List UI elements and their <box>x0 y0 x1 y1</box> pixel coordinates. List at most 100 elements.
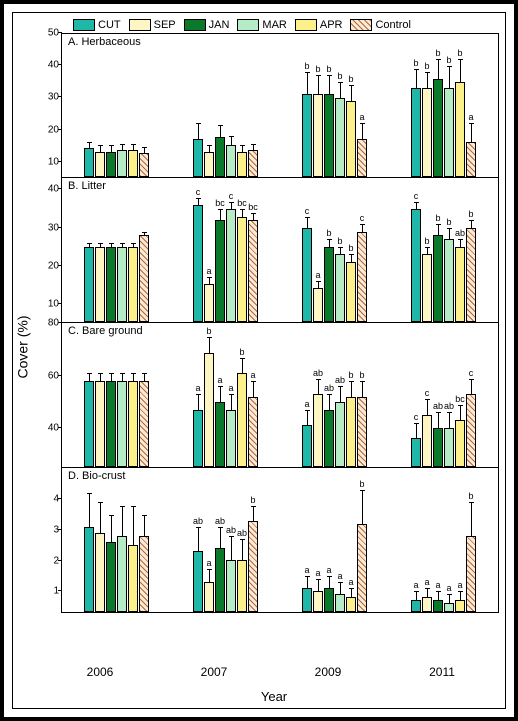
bar-JAN: b <box>324 247 334 322</box>
significance-label: a <box>466 113 476 122</box>
significance-label: a <box>357 113 367 122</box>
y-tick: 40 <box>48 184 59 195</box>
bar <box>139 153 149 177</box>
bar-Control <box>139 153 149 177</box>
panel-title: C. Bare ground <box>68 325 143 337</box>
significance-label: a <box>226 384 236 393</box>
bar-JAN: bc <box>215 220 225 322</box>
bar <box>95 247 105 322</box>
panels-area: Cover (%) 1020304050A. Herbaceousbbbbbab… <box>13 33 505 661</box>
error-bar <box>427 399 428 415</box>
bar-SEP: b <box>422 88 432 177</box>
significance-label: a <box>302 566 312 575</box>
bar <box>248 397 258 467</box>
error-bar <box>427 588 428 597</box>
legend-label: SEP <box>154 19 176 31</box>
error-bar <box>100 502 101 532</box>
error-bar <box>329 576 330 588</box>
legend-label: JAN <box>209 19 230 31</box>
bar-CUT: b <box>411 88 421 177</box>
bar <box>139 235 149 322</box>
bar <box>193 205 203 322</box>
bar-JAN: b <box>433 79 443 178</box>
legend: CUTSEPJANMARAPRControl <box>13 13 505 33</box>
x-tick-label: 2009 <box>315 665 342 679</box>
year-group: abaabababb <box>193 521 258 612</box>
bar <box>444 603 454 612</box>
year-group: aaaaab <box>302 524 367 612</box>
bar-Control <box>139 235 149 322</box>
bar-CUT: ab <box>193 551 203 612</box>
significance-label: a <box>313 271 323 280</box>
significance-label: a <box>335 572 345 581</box>
bar <box>215 220 225 322</box>
bar-CUT: b <box>302 94 312 177</box>
bar <box>357 397 367 467</box>
bar-CUT: a <box>193 410 203 467</box>
bar <box>433 428 443 467</box>
bar-MAR: c <box>226 209 236 322</box>
error-bar <box>351 381 352 397</box>
significance-label: a <box>248 371 258 380</box>
y-axis-ticks: 1020304050 <box>31 33 61 178</box>
bar <box>444 88 454 177</box>
bar <box>193 551 203 612</box>
bar-MAR: b <box>335 98 345 177</box>
panel-title: B. Litter <box>68 180 106 192</box>
bar <box>248 150 258 177</box>
bar <box>106 152 116 177</box>
bar <box>95 381 105 467</box>
bar-MAR: ab <box>444 428 454 467</box>
legend-label: APR <box>320 19 343 31</box>
error-bar <box>198 394 199 410</box>
legend-item: JAN <box>184 19 230 31</box>
bar-Control: a <box>466 142 476 177</box>
bar-APR: a <box>455 600 465 612</box>
error-bar <box>449 412 450 428</box>
error-bar <box>307 72 308 94</box>
error-bar <box>449 228 450 239</box>
error-bar <box>220 386 221 402</box>
panel-title: D. Bio-crust <box>68 470 125 482</box>
bar <box>346 597 356 612</box>
significance-label: c <box>411 413 421 422</box>
significance-label: b <box>237 348 247 357</box>
bar <box>215 548 225 612</box>
bar <box>237 560 247 612</box>
error-bar <box>307 576 308 588</box>
error-bar <box>416 423 417 439</box>
plot-area: D. Bio-crustabaabababbaaaaabaaaaab <box>61 468 499 613</box>
bar <box>324 588 334 612</box>
error-bar <box>318 379 319 395</box>
error-bar <box>329 75 330 94</box>
error-bar <box>242 539 243 560</box>
significance-label: c <box>226 192 236 201</box>
bar-APR <box>128 545 138 612</box>
bar <box>106 542 116 612</box>
error-bar <box>253 381 254 397</box>
bar <box>313 394 323 467</box>
error-bar <box>416 591 417 600</box>
error-bar <box>253 506 254 521</box>
error-bar <box>416 202 417 210</box>
year-group <box>84 381 149 467</box>
bar-APR <box>128 150 138 177</box>
error-bar <box>427 72 428 88</box>
bar <box>215 137 225 177</box>
error-bar <box>438 224 439 235</box>
error-bar <box>231 536 232 560</box>
bar-SEP <box>95 247 105 322</box>
significance-label: c <box>357 214 367 223</box>
error-bar <box>209 337 210 353</box>
year-group: ccababbcc <box>411 394 476 467</box>
bar <box>444 239 454 322</box>
bar-CUT: a <box>411 600 421 612</box>
significance-label: bc <box>455 395 465 404</box>
bar <box>95 152 105 177</box>
significance-label: b <box>302 62 312 71</box>
error-bar <box>89 373 90 381</box>
y-tick: 50 <box>48 28 59 39</box>
error-bar <box>460 239 461 247</box>
bar <box>422 254 432 322</box>
bar <box>422 597 432 612</box>
